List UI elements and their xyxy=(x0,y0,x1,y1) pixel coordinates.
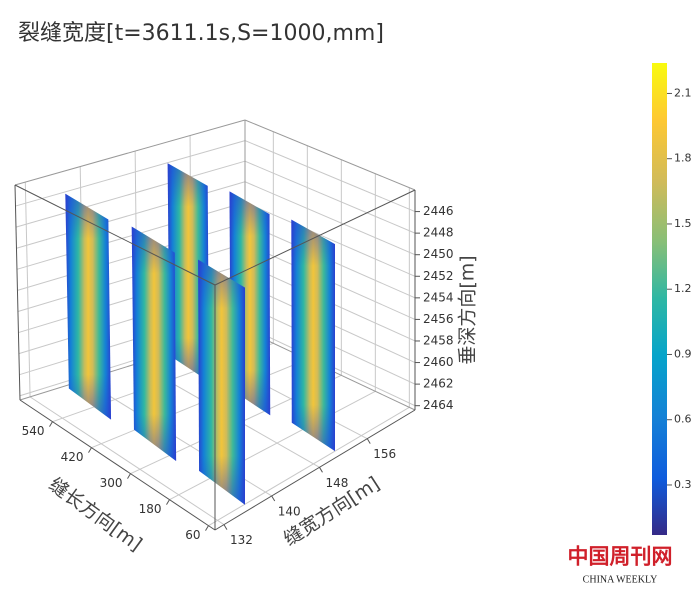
tick-mark xyxy=(127,473,131,479)
tick-mark xyxy=(319,467,323,473)
colorbar-tick-label: 0.6 xyxy=(674,413,692,426)
y-tick-label: 132 xyxy=(230,533,253,547)
grid-line xyxy=(244,140,416,213)
tick-mark xyxy=(205,525,209,531)
colorbar-tick-label: 0.3 xyxy=(674,478,692,491)
colorbar-tick-label: 1.2 xyxy=(674,282,692,295)
z-axis-title: 垂深方向[m] xyxy=(457,255,479,364)
z-tick-label: 2450 xyxy=(423,247,454,261)
colorbar-tick-label: 1.8 xyxy=(674,152,692,165)
tick-mark xyxy=(166,499,170,505)
colorbar xyxy=(652,63,667,535)
z-tick-label: 2460 xyxy=(423,355,454,369)
tick-mark xyxy=(366,438,371,444)
box-edge xyxy=(214,409,416,531)
fracture-shade xyxy=(291,219,335,452)
grid-line xyxy=(24,182,31,397)
tick-mark xyxy=(271,495,276,502)
box-edge xyxy=(14,184,216,286)
tick-mark xyxy=(223,524,228,530)
x-tick-label: 540 xyxy=(22,424,45,438)
z-tick-label: 2446 xyxy=(423,204,454,218)
colorbar-tick-label: 2.1 xyxy=(674,86,692,99)
y-tick-label: 148 xyxy=(325,476,348,490)
tick-mark xyxy=(88,447,92,453)
tick-mark xyxy=(49,421,53,427)
box-edge xyxy=(14,184,21,401)
grid-line xyxy=(16,181,246,249)
colorbar-tick-label: 1.5 xyxy=(674,217,692,230)
grid-line xyxy=(244,160,416,234)
grid-line xyxy=(208,406,410,527)
z-tick-label: 2448 xyxy=(423,226,454,240)
chart-title: 裂缝宽度[t=3611.1s,S=1000,mm] xyxy=(18,21,384,46)
z-tick-label: 2464 xyxy=(423,398,454,412)
box-edge xyxy=(14,119,246,186)
x-tick-label: 420 xyxy=(61,450,84,464)
fracture-shade xyxy=(198,259,245,505)
box-edge xyxy=(244,119,416,191)
box-edge xyxy=(214,189,416,286)
z-tick-label: 2452 xyxy=(423,269,454,283)
x-tick-label: 60 xyxy=(185,528,200,542)
y-tick-label: 156 xyxy=(373,447,396,461)
x-tick-label: 180 xyxy=(139,502,162,516)
y-tick-label: 140 xyxy=(278,504,301,518)
x-tick-label: 300 xyxy=(100,476,123,490)
colorbar-tick-label: 0.9 xyxy=(674,347,692,360)
z-tick-label: 2454 xyxy=(423,290,454,304)
fracture-shade xyxy=(131,226,177,461)
grid-line xyxy=(169,390,376,501)
box-edge xyxy=(19,399,216,531)
fracture-shade xyxy=(65,193,112,420)
z-tick-label: 2462 xyxy=(423,377,454,391)
x-axis-title: 缝长方向[m] xyxy=(45,474,146,556)
watermark-subtitle: CHINA WEEKLY xyxy=(583,574,658,585)
grid-line xyxy=(15,160,246,228)
z-tick-label: 2458 xyxy=(423,333,454,347)
grid-line xyxy=(15,140,246,207)
z-tick-label: 2456 xyxy=(423,312,454,326)
grid-line xyxy=(29,396,225,526)
grid-line xyxy=(16,201,246,270)
watermark-title: 中国周刊网 xyxy=(568,544,673,569)
